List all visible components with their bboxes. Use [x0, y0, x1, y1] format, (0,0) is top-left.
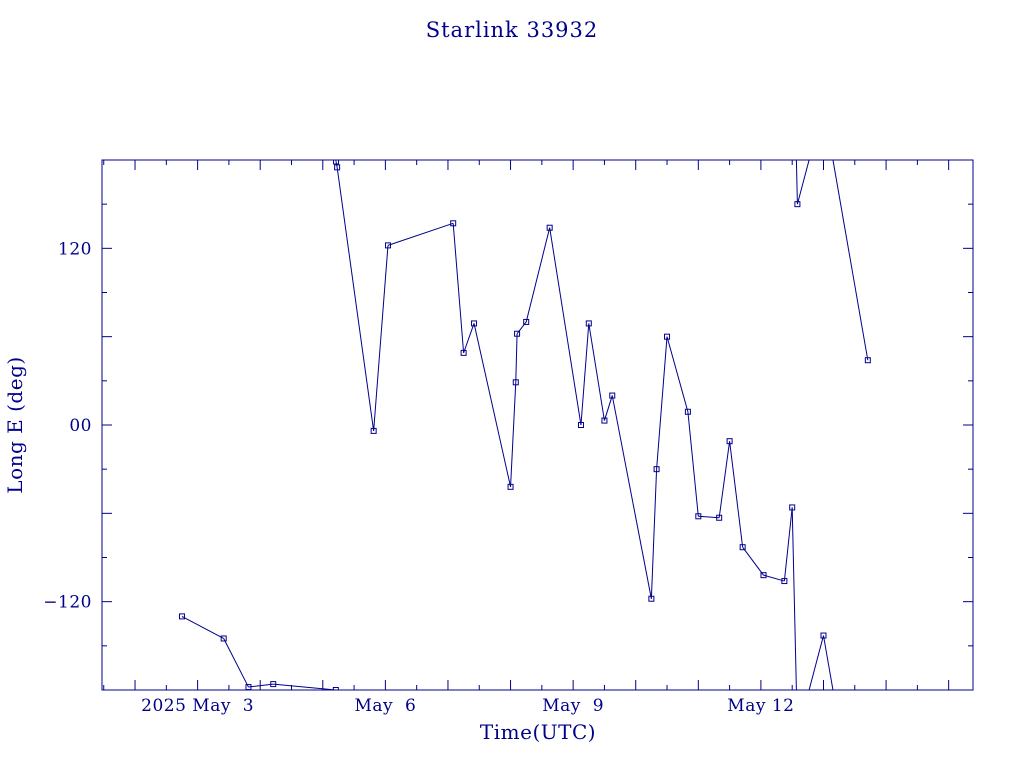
series-segment: [656, 336, 668, 470]
data-point: [601, 417, 608, 424]
series-segment: [729, 441, 744, 548]
x-tick-label: 2025 May 3: [141, 696, 254, 716]
x-tick-label: May 12: [727, 696, 794, 716]
data-point: [781, 578, 788, 585]
series-segment: [273, 683, 336, 690]
data-point: [245, 684, 252, 690]
series-segment: [718, 441, 731, 518]
series-segment: [510, 382, 517, 487]
y-tick-label: 00: [69, 416, 92, 436]
series-segment: [822, 635, 834, 690]
series-segment: [650, 469, 658, 599]
y-tick-label: 120: [58, 239, 92, 259]
series-segment: [549, 227, 582, 426]
data-point: [695, 513, 702, 520]
data-point: [523, 318, 530, 325]
data-point: [460, 349, 467, 356]
data-point: [514, 330, 521, 337]
series-segment: [763, 574, 785, 582]
chart-title: Starlink 33932: [426, 18, 599, 42]
series-segment: [666, 336, 689, 412]
data-point: [684, 408, 691, 415]
data-point: [507, 483, 514, 490]
axis-ticks: [102, 160, 973, 690]
data-point: [577, 422, 584, 428]
data-point: [370, 427, 377, 434]
series-segment: [603, 395, 613, 421]
x-axis-label: Time(UTC): [480, 720, 596, 744]
data-point: [334, 164, 341, 171]
data-point: [726, 438, 733, 445]
data-point: [864, 357, 871, 364]
series-segment: [808, 635, 824, 690]
data-point: [332, 687, 339, 690]
series-segment: [742, 546, 764, 576]
data-point: [609, 392, 616, 399]
data-point: [546, 224, 553, 231]
y-tick-label: −120: [43, 593, 92, 613]
series-segment: [248, 683, 274, 688]
series-segment: [687, 411, 699, 517]
data-point: [789, 504, 796, 511]
series-segment: [387, 222, 454, 246]
data-point: [653, 466, 660, 473]
data-point: [794, 201, 801, 208]
series-segment: [336, 167, 375, 431]
series-segment: [181, 615, 224, 639]
series-layer: [178, 160, 871, 690]
data-point: [664, 333, 671, 340]
series-segment: [515, 333, 518, 383]
data-point: [716, 514, 723, 521]
series-segment: [611, 395, 652, 599]
data-point: [471, 320, 478, 327]
series-segment: [698, 515, 720, 519]
series-segment: [791, 507, 797, 690]
series-segment: [373, 245, 389, 431]
series-segment: [452, 223, 465, 353]
data-point: [270, 681, 277, 688]
series-segment: [525, 227, 551, 323]
series-segment: [473, 323, 512, 487]
data-point: [820, 632, 827, 639]
series-segment: [832, 160, 869, 361]
y-axis-label: Long E (deg): [3, 356, 27, 493]
data-point: [585, 320, 592, 327]
series-segment: [588, 323, 605, 421]
data-point: [760, 572, 767, 579]
series-segment: [223, 638, 249, 688]
data-point: [384, 242, 391, 249]
axis-tick-labels: 2025 May 3 May 6 May 9 May 12 120 00 −120: [43, 239, 794, 716]
data-point: [512, 379, 519, 386]
x-tick-label: May 6: [354, 696, 416, 716]
data-point: [648, 595, 655, 602]
series-segment: [796, 160, 810, 205]
series-segment: [783, 507, 793, 582]
x-tick-label: May 9: [542, 696, 604, 716]
plot-frame: [101, 159, 974, 691]
data-point: [739, 544, 746, 551]
data-point: [220, 635, 227, 642]
data-point: [178, 613, 185, 620]
series-segment: [580, 323, 590, 426]
series-segment: [516, 321, 527, 335]
series-segment: [795, 160, 798, 205]
data-point: [450, 220, 457, 227]
data-point: [333, 160, 340, 165]
series-segment: [463, 323, 475, 354]
